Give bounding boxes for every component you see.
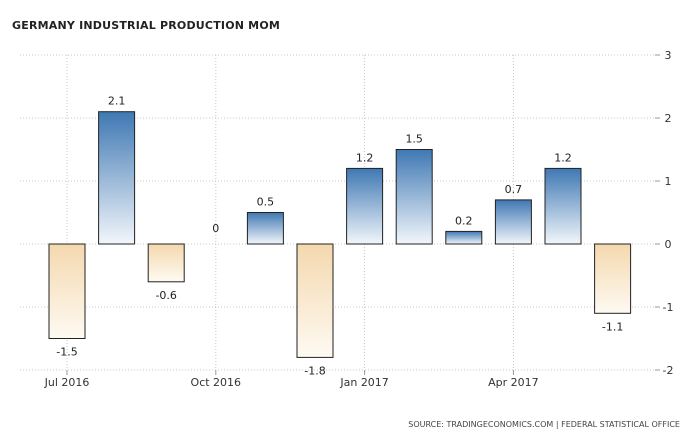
chart-title: GERMANY INDUSTRIAL PRODUCTION MOM bbox=[12, 19, 280, 32]
y-tick-label: 0 bbox=[665, 238, 672, 251]
data-label: -1.5 bbox=[56, 346, 77, 359]
data-label: 0 bbox=[212, 222, 219, 235]
bar-positive bbox=[395, 149, 433, 245]
x-tick-label: Jan 2017 bbox=[339, 376, 388, 389]
bar-positive bbox=[544, 167, 582, 245]
data-label: 0.7 bbox=[505, 183, 523, 196]
bar-negative bbox=[147, 243, 185, 283]
data-label: -0.6 bbox=[155, 289, 176, 302]
data-label: -1.8 bbox=[304, 364, 325, 377]
data-label: 1.2 bbox=[554, 151, 572, 164]
data-label: 0.5 bbox=[257, 196, 275, 209]
y-tick-label: -1 bbox=[663, 301, 674, 314]
x-tick-label: Apr 2017 bbox=[488, 376, 539, 389]
bars bbox=[48, 111, 632, 358]
y-tick-label: 1 bbox=[665, 175, 672, 188]
bar-positive bbox=[246, 212, 284, 245]
data-label: -1.1 bbox=[602, 320, 623, 333]
x-tick-label: Jul 2016 bbox=[44, 376, 90, 389]
data-label: 2.1 bbox=[108, 95, 126, 108]
data-label: 1.2 bbox=[356, 151, 374, 164]
y-tick-label: 2 bbox=[665, 112, 672, 125]
x-axis-ticks: Jul 2016 Oct 2016 Jan 2017 Apr 2017 bbox=[44, 370, 539, 389]
data-labels: -1.5 2.1 -0.6 0 0.5 -1.8 1.2 1.5 0.2 0.7 1.2 -1.1 bbox=[56, 95, 623, 378]
source-note: SOURCE: TRADINGECONOMICS.COM | FEDERAL S… bbox=[408, 420, 680, 429]
bar-positive bbox=[346, 167, 384, 245]
bar-negative bbox=[48, 243, 86, 339]
data-label: 1.5 bbox=[405, 133, 423, 146]
bar-positive bbox=[494, 199, 532, 245]
data-label: 0.2 bbox=[455, 214, 473, 227]
x-tick-label: Oct 2016 bbox=[191, 376, 242, 389]
bar-negative bbox=[594, 243, 632, 314]
y-axis-ticks: 3 2 1 0 -1 -2 bbox=[655, 49, 673, 377]
bar-positive bbox=[98, 111, 136, 245]
y-tick-label: 3 bbox=[665, 49, 672, 62]
bar-positive bbox=[445, 230, 483, 245]
bar-negative bbox=[296, 243, 334, 358]
y-tick-label: -2 bbox=[663, 364, 674, 377]
